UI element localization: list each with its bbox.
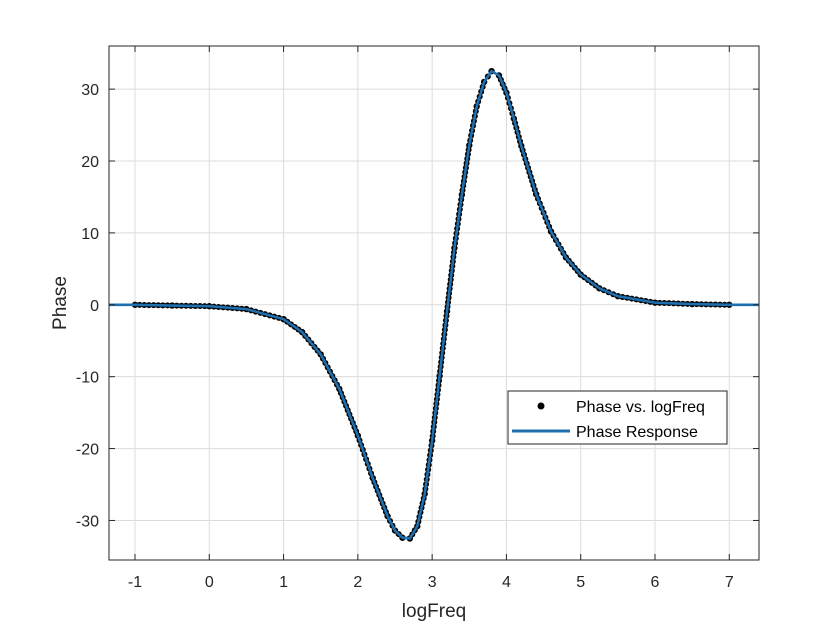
x-tick-label: 7: [725, 574, 734, 591]
y-tick-label: 20: [81, 154, 99, 171]
legend-label-phase-response: Phase Response: [576, 424, 698, 441]
y-tick-label: -30: [76, 513, 99, 530]
y-tick-label: 0: [90, 298, 99, 315]
y-tick-label: -20: [76, 442, 99, 459]
legend-box: [507, 390, 728, 445]
x-tick-label: -1: [128, 574, 142, 591]
legend: Phase vs. logFreq Phase Response: [507, 390, 728, 445]
y-tick-label: -10: [76, 370, 99, 387]
x-tick-label: 3: [428, 574, 437, 591]
y-tick-label: 30: [81, 82, 99, 99]
x-axis-label: logFreq: [402, 601, 466, 622]
x-tick-label: 5: [576, 574, 585, 591]
plot-frame: [108, 45, 760, 561]
x-tick-label: 4: [502, 574, 511, 591]
x-tick-label: 6: [651, 574, 660, 591]
phase-response-line: [109, 69, 759, 540]
x-tick-label: 1: [279, 574, 288, 591]
legend-marker-phase-vs-logfreq: [537, 402, 545, 410]
y-tick-label: 10: [81, 226, 99, 243]
legend-label-phase-vs-logfreq: Phase vs. logFreq: [576, 399, 705, 416]
y-axis-label: Phase: [50, 276, 71, 330]
x-tick-label: 2: [353, 574, 362, 591]
x-tick-label: 0: [205, 574, 214, 591]
series-layer: [109, 67, 759, 542]
